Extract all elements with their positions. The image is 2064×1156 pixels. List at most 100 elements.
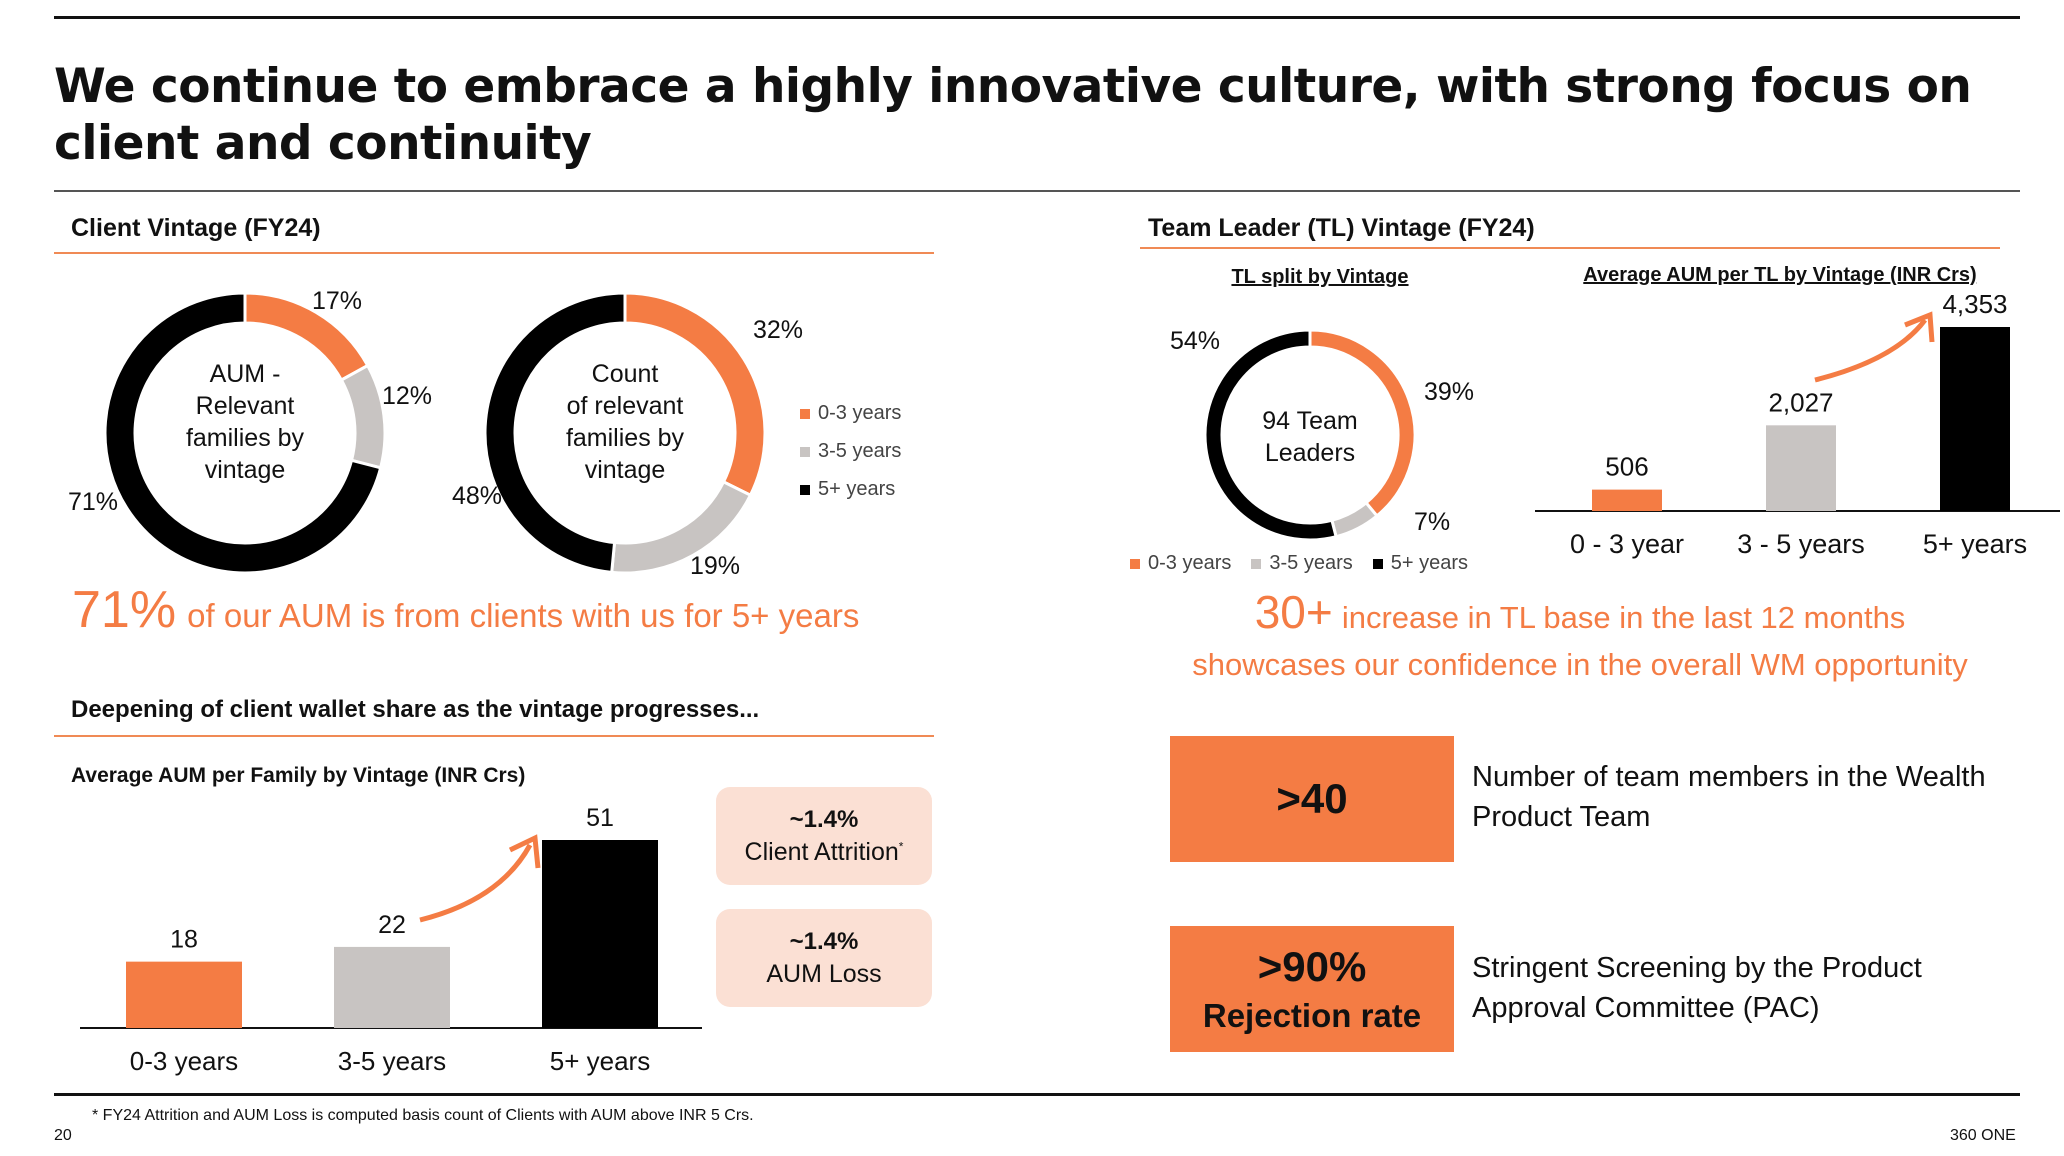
bar-value-label: 4,353 (1942, 295, 2007, 319)
client-attrition-label-row: Client Attrition* (745, 838, 904, 867)
bar-value-label: 506 (1605, 452, 1648, 482)
bar-category-label: 5+ years (1923, 529, 2027, 559)
center-line: of relevant (566, 392, 684, 420)
donut-slice-5-years (483, 291, 627, 575)
family-bar-chart: 18 0-3 years 22 3-5 years 51 5+ years (80, 804, 702, 1076)
legend-swatch-orange (1130, 558, 1140, 569)
legend-label: 0-3 years (1148, 552, 1232, 574)
donut-slice-5-years (103, 291, 383, 575)
client-attrition-value: ~1.4% (789, 805, 859, 833)
center-line: vintage (584, 456, 666, 484)
bottom-rule (54, 1093, 2020, 1096)
tl-avg-aum-title: Average AUM per TL by Vintage (INR Crs) (1583, 264, 1977, 286)
center-line: Relevant (195, 392, 295, 420)
center-line: families by (185, 424, 305, 452)
legend-swatch-orange (800, 408, 810, 419)
aum-loss-value: ~1.4% (789, 927, 859, 955)
legend-label: 3-5 years (818, 440, 902, 462)
tl-highlight-text1: increase in TL base in the last 12 month… (1341, 600, 1906, 635)
tl-donut-label-3-5: 7% (1414, 508, 1451, 536)
team-members-box: >40 (1170, 736, 1454, 862)
tl-donut-label-0-3: 39% (1424, 378, 1475, 406)
donut2-label-3-5: 19% (690, 552, 741, 580)
top-rule (54, 16, 2020, 19)
bar-3-5-years (334, 946, 450, 1028)
legend-swatch-black (800, 484, 810, 495)
bar-category-label: 0-3 years (130, 1046, 238, 1076)
client-attrition-box: ~1.4% Client Attrition* (716, 787, 932, 885)
aum-highlight-value: 71% (72, 581, 177, 639)
tl-split-title: TL split by Vintage (1231, 266, 1409, 288)
rejection-rate-label: Rejection rate (1202, 997, 1422, 1034)
legend-label: 5+ years (818, 478, 896, 500)
donut-slice-5-years (1203, 328, 1338, 542)
tl-donut-chart (1203, 328, 1417, 542)
growth-arrow (419, 843, 533, 923)
tl-donut-label-5plus: 54% (1170, 327, 1221, 355)
tl-growth-arrow (1814, 318, 1927, 383)
client-vintage-title: Client Vintage (FY24) (71, 214, 321, 242)
tl-growth-arrowhead (1904, 311, 1935, 343)
aum-highlight: 71% of our AUM is from clients with us f… (72, 580, 859, 640)
rejection-rate-box: >90% Rejection rate (1170, 926, 1454, 1052)
bar-5-years (1940, 327, 2010, 511)
legend-item: 3-5 years (800, 440, 901, 463)
legend-swatch-black (1372, 558, 1383, 569)
team-members-desc: Number of team members in the Wealth Pro… (1472, 761, 1986, 833)
legend-item: 3-5 years (1251, 552, 1353, 575)
legend-swatch-grey (1251, 558, 1262, 569)
count-donut-center-label: Count of relevant families by vintage (520, 358, 730, 486)
center-line: Leaders (1264, 439, 1356, 467)
legend-item: 5+ years (1372, 552, 1469, 575)
growth-arrowhead (508, 834, 541, 869)
tl-highlight: 30+ increase in TL base in the last 12 m… (1140, 585, 2020, 683)
bar-0-3-year (1592, 489, 1662, 511)
legend-label: 0-3 years (818, 402, 902, 424)
wallet-share-underline (54, 735, 934, 737)
bar-category-label: 3-5 years (338, 1046, 446, 1076)
donut2-label-0-3: 32% (753, 316, 804, 344)
bar-category-label: 0 - 3 year (1570, 529, 1684, 559)
aum-donut-center-label: AUM - Relevant families by vintage (140, 358, 350, 486)
tl-vintage-underline (1140, 247, 2000, 249)
center-line: 94 Team (1262, 407, 1358, 435)
center-line: AUM - (209, 360, 281, 388)
bar-category-label: 3 - 5 years (1737, 529, 1865, 559)
tl-avg-aum-bar-chart: 506 0 - 3 year 2,027 3 - 5 years 4,353 5+ yea… (1535, 295, 2060, 559)
family-bar-title: Average AUM per Family by Vintage (INR C… (71, 764, 526, 787)
legend-swatch-grey (800, 446, 810, 457)
bar-category-label: 5+ years (550, 1046, 650, 1076)
title-rule (54, 190, 2020, 192)
wallet-share-title: Deepening of client wallet share as the … (71, 696, 760, 723)
bar-3-5-years (1766, 425, 1836, 511)
tl-highlight-value: 30+ (1254, 586, 1333, 638)
aum-donut-chart (103, 291, 387, 575)
donut2-label-5plus: 48% (452, 482, 503, 510)
center-line: Count (591, 360, 659, 388)
donut-slice-3-5-years (1330, 500, 1380, 539)
page-title: We continue to embrace a highly innovati… (54, 59, 1972, 171)
client-vintage-legend: 0-3 years 3-5 years 5+ years (800, 402, 901, 501)
legend-item: 0-3 years (1130, 552, 1231, 575)
footnote-marker: * (898, 839, 904, 854)
bar-value-label: 18 (170, 926, 198, 954)
rejection-rate-value: >90% (1257, 943, 1367, 990)
tl-vintage-title: Team Leader (TL) Vintage (FY24) (1148, 214, 1535, 242)
bar-value-label: 22 (378, 911, 406, 939)
bar-5-years (542, 840, 658, 1028)
footnote: * FY24 Attrition and AUM Loss is compute… (92, 1107, 754, 1124)
aum-loss-box: ~1.4% AUM Loss (716, 909, 932, 1007)
aum-highlight-text: of our AUM is from clients with us for 5… (187, 597, 860, 634)
legend-label: 5+ years (1390, 552, 1469, 574)
donut1-label-5plus: 71% (68, 488, 119, 516)
page-number: 20 (54, 1127, 72, 1144)
donut1-label-0-3: 17% (312, 287, 363, 315)
legend-item: 5+ years (800, 478, 901, 501)
brand-name: 360 ONE (1950, 1127, 2016, 1144)
tl-highlight-text2: showcases our confidence in the overall … (1192, 647, 1968, 682)
bar-0-3-years (126, 961, 242, 1028)
legend-label: 3-5 years (1269, 552, 1353, 574)
client-attrition-label: Client Attrition (744, 837, 899, 866)
center-line: families by (565, 424, 685, 452)
donut1-label-3-5: 12% (382, 382, 433, 410)
